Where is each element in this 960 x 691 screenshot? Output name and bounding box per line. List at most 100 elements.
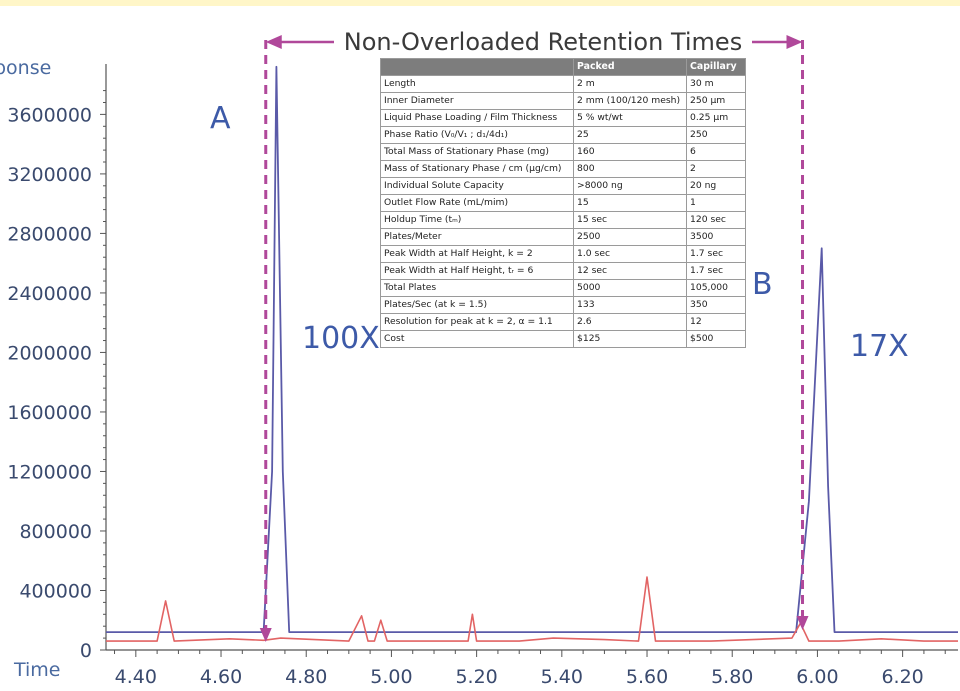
x-tick-label: 5.80: [711, 666, 753, 688]
table-row: Plates/Meter 2500 3500: [380, 228, 746, 246]
banner-title: Non-Overloaded Retention Times: [344, 28, 742, 56]
table-row-label: Peak Width at Half Height, k = 2: [380, 245, 574, 263]
table-row: Liquid Phase Loading / Film Thickness 5 %…: [380, 109, 746, 127]
table-cell-capillary: 30 m: [686, 75, 746, 93]
table-cell-capillary: 1.7 sec: [686, 245, 746, 263]
table-body: Length 2 m 30 m Inner Diameter 2 mm (100/120…: [380, 75, 746, 348]
table-row-label: Phase Ratio (V₀/V₁ ; d₁/4d₁): [380, 126, 574, 144]
y-tick-label: 1200000: [7, 461, 92, 483]
table-cell-packed: $125: [573, 330, 687, 348]
table-cell-packed: 160: [573, 143, 687, 161]
table-row-label: Length: [380, 75, 574, 93]
table-cell-packed: 15: [573, 194, 687, 212]
banner-arrowhead-right: [786, 35, 803, 49]
table-cell-capillary: 105,000: [686, 279, 746, 297]
y-tick-label: 800000: [19, 521, 92, 543]
table-cell-packed: 25: [573, 126, 687, 144]
table-row-label: Total Plates: [380, 279, 574, 297]
table-row-label: Outlet Flow Rate (mL/mim): [380, 194, 574, 212]
x-axis-title: Time: [13, 659, 61, 681]
table-row-label: Individual Solute Capacity: [380, 177, 574, 195]
column-comparison-table: Packed Capillary Length 2 m 30 m Inner Diam…: [380, 58, 746, 348]
table-row: Inner Diameter 2 mm (100/120 mesh) 250 μm: [380, 92, 746, 110]
table-row: Length 2 m 30 m: [380, 75, 746, 93]
table-row-label: Mass of Stationary Phase / cm (μg/cm): [380, 160, 574, 178]
table-cell-packed: 2 mm (100/120 mesh): [573, 92, 687, 110]
table-cell-capillary: 350: [686, 296, 746, 314]
y-tick-label: 3200000: [7, 164, 92, 186]
table-row: Phase Ratio (V₀/V₁ ; d₁/4d₁) 25 250: [380, 126, 746, 144]
table-cell-packed: 5 % wt/wt: [573, 109, 687, 127]
banner-arrowhead-left: [265, 35, 282, 49]
y-axis-title: ponse: [0, 57, 51, 79]
table-row-label: Holdup Time (tₘ): [380, 211, 574, 229]
table-cell-capillary: $500: [686, 330, 746, 348]
retention-arrowhead-a: [259, 628, 272, 642]
table-row-label: Resolution for peak at k = 2, α = 1.1: [380, 313, 574, 331]
table-row: Cost $125 $500: [380, 330, 746, 348]
y-tick-label: 2400000: [7, 283, 92, 305]
table-cell-packed: >8000 ng: [573, 177, 687, 195]
table-cell-packed: 1.0 sec: [573, 245, 687, 263]
x-tick-label: 4.80: [285, 666, 327, 688]
table-cell-packed: 2.6: [573, 313, 687, 331]
y-tick-label: 400000: [19, 580, 92, 602]
table-row-label: Plates/Sec (at k = 1.5): [380, 296, 574, 314]
top-highlight-band: [0, 0, 960, 6]
table-cell-capillary: 250: [686, 126, 746, 144]
table-cell-capillary: 0.25 μm: [686, 109, 746, 127]
table-row: Resolution for peak at k = 2, α = 1.1 2.6…: [380, 313, 746, 331]
y-tick-label: 1600000: [7, 402, 92, 424]
y-tick-label: 2000000: [7, 342, 92, 364]
table-row: Plates/Sec (at k = 1.5) 133 350: [380, 296, 746, 314]
x-tick-label: 5.40: [541, 666, 583, 688]
table-cell-capillary: 1: [686, 194, 746, 212]
y-tick-label: 3600000: [7, 104, 92, 126]
x-tick-label: 5.00: [370, 666, 412, 688]
table-cell-capillary: 20 ng: [686, 177, 746, 195]
table-row: Total Mass of Stationary Phase (mg) 160 6: [380, 143, 746, 161]
y-tick-label: 0: [80, 640, 92, 662]
table-row-label: Cost: [380, 330, 574, 348]
table-row: Holdup Time (tₘ) 15 sec 120 sec: [380, 211, 746, 229]
x-tick-label: 4.40: [115, 666, 157, 688]
table-cell-packed: 133: [573, 296, 687, 314]
table-row-label: Inner Diameter: [380, 92, 574, 110]
peak-b-multiplier: 17X: [850, 329, 909, 364]
table-row-label: Total Mass of Stationary Phase (mg): [380, 143, 574, 161]
y-tick-label: 2800000: [7, 223, 92, 245]
table-row: Peak Width at Half Height, tᵣ = 6 12 sec 1…: [380, 262, 746, 280]
table-cell-capillary: 3500: [686, 228, 746, 246]
peak-a-multiplier: 100X: [302, 321, 380, 356]
table-cell-capillary: 1.7 sec: [686, 262, 746, 280]
table-cell-packed: 5000: [573, 279, 687, 297]
peak-b-label: B: [752, 267, 773, 302]
table-row: Mass of Stationary Phase / cm (μg/cm) 800…: [380, 160, 746, 178]
table-cell-packed: 2 m: [573, 75, 687, 93]
retention-arrowhead-b: [796, 616, 809, 630]
x-tick-label: 5.60: [626, 666, 668, 688]
table-cell-capillary: 250 μm: [686, 92, 746, 110]
table-cell-packed: 15 sec: [573, 211, 687, 229]
table-row: Total Plates 5000 105,000: [380, 279, 746, 297]
table-row-label: Peak Width at Half Height, tᵣ = 6: [380, 262, 574, 280]
x-tick-label: 6.20: [881, 666, 923, 688]
peak-a-label: A: [210, 101, 231, 136]
blue-trace-line: [106, 65, 958, 633]
table-cell-packed: 12 sec: [573, 262, 687, 280]
table-cell-capillary: 2: [686, 160, 746, 178]
table-cell-capillary: 120 sec: [686, 211, 746, 229]
x-tick-label: 4.60: [200, 666, 242, 688]
table-header-capillary: Capillary: [686, 58, 746, 76]
x-tick-label: 5.20: [455, 666, 497, 688]
table-cell-capillary: 12: [686, 313, 746, 331]
table-row-label: Liquid Phase Loading / Film Thickness: [380, 109, 574, 127]
table-row: Outlet Flow Rate (mL/mim) 15 1: [380, 194, 746, 212]
table-header-row: Packed Capillary: [380, 58, 746, 76]
table-cell-packed: 2500: [573, 228, 687, 246]
x-tick-label: 6.00: [796, 666, 838, 688]
table-header-packed: Packed: [573, 58, 687, 76]
table-cell-packed: 800: [573, 160, 687, 178]
table-row-label: Plates/Meter: [380, 228, 574, 246]
